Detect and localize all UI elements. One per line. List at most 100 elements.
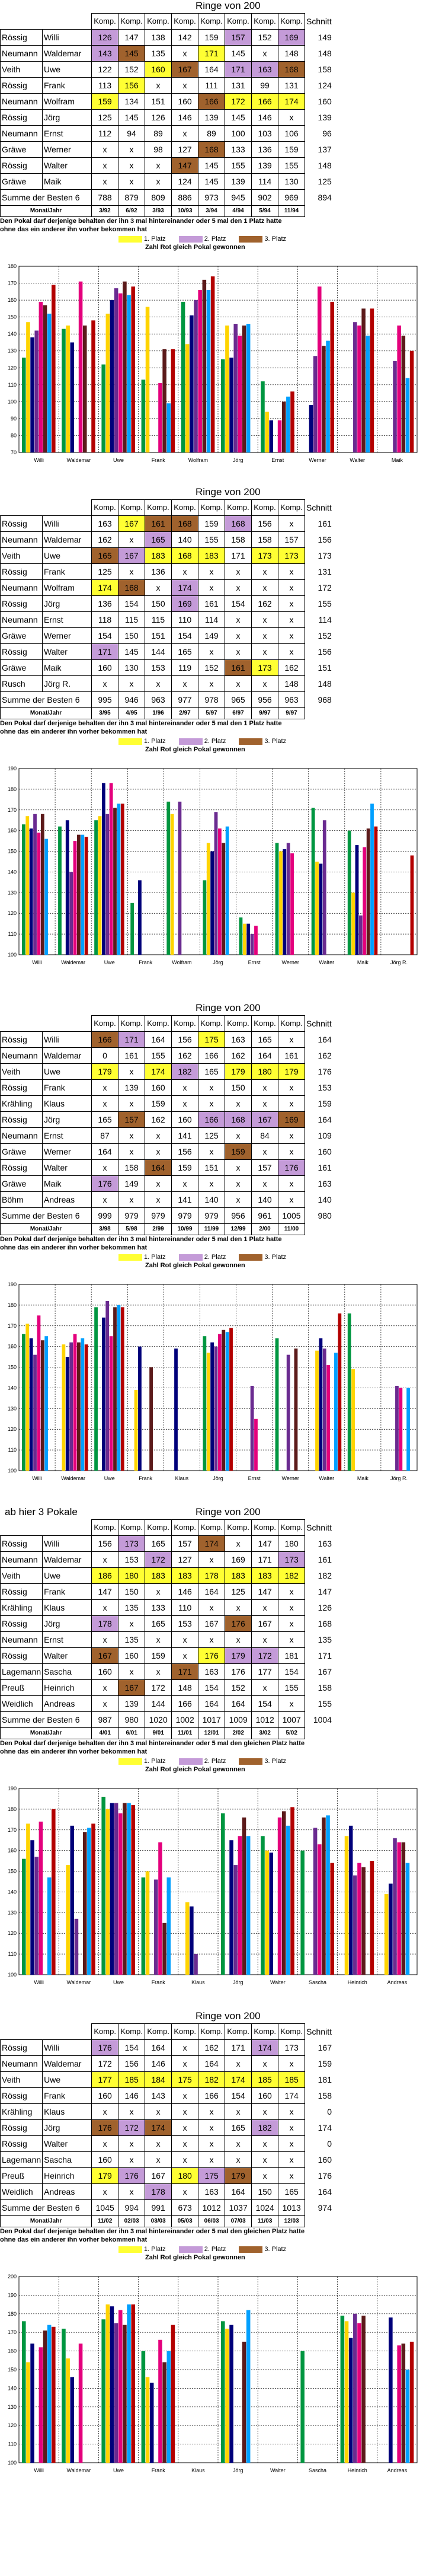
average-cell: 131: [318, 567, 332, 576]
score-cell: x: [278, 2167, 306, 2184]
score-cell: 147: [251, 1583, 279, 1600]
average-cell: 126: [318, 1603, 332, 1612]
bar: [269, 420, 274, 452]
bar: [81, 834, 85, 955]
score-cell: 145: [225, 45, 252, 62]
score-cell: 176: [225, 1615, 252, 1632]
first-name-cell: Ernst: [42, 1631, 92, 1648]
table-row: Rössig Jörg 165 157 162 160 166 168 167 169 164: [0, 1111, 334, 1128]
score-cell: 182: [251, 2119, 279, 2136]
score-cell: 183: [225, 1567, 252, 1584]
date-cell: 5/98: [118, 1223, 145, 1235]
bar: [221, 1813, 225, 1975]
last-name-cell: Rössig: [0, 1583, 43, 1600]
average-cell: 148: [318, 49, 332, 58]
y-tick-label: 180: [8, 263, 17, 269]
average-cell: 158: [318, 65, 332, 74]
bar: [357, 1863, 361, 1975]
bar: [286, 1354, 290, 1471]
bar: [131, 2304, 135, 2463]
score-cell: 152: [198, 659, 225, 676]
bar-chart: 70 80 90 100 110 120 130 140 150 160 170 180 Willi Wa…: [0, 259, 423, 473]
y-tick-label: 150: [8, 1869, 17, 1874]
score-cell: x: [145, 1663, 172, 1680]
table-row: Rössig Walter 167 160 159 x 176 179 172 181 171: [0, 1647, 334, 1664]
score-cell: 145: [198, 157, 225, 174]
sum-cell: 999: [91, 1207, 118, 1224]
bar: [101, 364, 105, 452]
sum-cell: 1045: [91, 2199, 119, 2216]
score-cell: 161: [198, 595, 225, 612]
score-cell: 159: [225, 1143, 252, 1160]
bar: [22, 1334, 25, 1471]
score-cell: 139: [198, 109, 225, 126]
bar: [120, 1307, 124, 1471]
score-cell: 165: [91, 1111, 118, 1128]
score-cell: 160: [171, 93, 198, 110]
legend-item: 1. Platz: [118, 1254, 166, 1261]
bar: [229, 1328, 233, 1471]
average-header: Schnitt: [306, 2027, 332, 2036]
bar: [214, 812, 218, 955]
first-name-cell: Frank: [42, 1583, 92, 1600]
bar: [294, 1348, 298, 1471]
sum-cell: 1007: [278, 1711, 306, 1728]
trophy-note: Zahl Rot gleich Pokal gewonnen: [145, 2254, 245, 2261]
date-row: Monat/Jahr 3/92 6/92 3/93 10/93 3/94 4/94 5/94 1…: [0, 205, 334, 217]
bar: [101, 2319, 105, 2463]
sum-row: Summe der Besten 6 1045 994 991 673 1012 1037 1…: [0, 2199, 334, 2216]
bar: [353, 1875, 357, 1975]
bar: [389, 2317, 393, 2463]
bar: [190, 315, 194, 452]
score-cell: 172: [118, 2119, 146, 2136]
date-cell: 10/99: [171, 1223, 198, 1235]
score-cell: 158: [225, 531, 252, 548]
score-cell: x: [171, 2119, 199, 2136]
score-cell: 119: [171, 659, 198, 676]
bar: [319, 1338, 323, 1471]
average-cell: 148: [318, 161, 332, 170]
bar: [313, 356, 318, 452]
bar: [410, 855, 414, 955]
sum-label: Summe der Besten 6: [0, 1207, 92, 1224]
score-cell: x: [91, 1551, 119, 1568]
score-cell: x: [225, 643, 252, 660]
score-cell: x: [91, 1191, 118, 1208]
score-cell: 171: [91, 643, 118, 660]
score-cell: 179: [91, 2167, 119, 2184]
score-cell: x: [225, 563, 252, 580]
bar: [370, 308, 374, 452]
score-cell: 173: [251, 547, 278, 564]
score-cell: x: [251, 1175, 278, 1192]
sum-cell: 965: [225, 691, 252, 708]
sum-cell: 980: [118, 1711, 146, 1728]
score-cell: x: [198, 2103, 226, 2120]
last-name-cell: Neumann: [0, 579, 43, 596]
first-name-cell: Jörg: [42, 1615, 92, 1632]
table-row: Rössig Willi 176 154 164 x 162 171 174 173 167: [0, 2039, 334, 2056]
score-cell: 164: [251, 1047, 278, 1064]
score-cell: 175: [198, 2167, 226, 2184]
bar: [82, 325, 87, 452]
score-cell: 166: [91, 1031, 118, 1048]
bar: [141, 380, 146, 452]
bar: [370, 1861, 374, 1975]
bar: [109, 1336, 113, 1471]
column-header: Komp.: [118, 1015, 145, 1032]
bar: [347, 1313, 351, 1471]
x-tick-label: Walter: [319, 959, 334, 965]
score-cell: 156: [118, 77, 145, 94]
legend-swatch: [118, 235, 142, 243]
column-header: Komp.: [171, 499, 198, 516]
score-cell: 167: [118, 1679, 146, 1696]
average-cell: 148: [318, 679, 332, 688]
score-cell: 110: [171, 1599, 199, 1616]
results-table: Komp. Komp. Komp. Komp. Komp. Komp. Komp. Komp.…: [0, 1015, 334, 1235]
score-cell: 179: [278, 1063, 305, 1080]
first-name-cell: Frank: [42, 563, 92, 580]
sum-label: Summe der Besten 6: [0, 691, 92, 708]
bar: [326, 340, 330, 452]
sum-cell: 979: [198, 1207, 225, 1224]
bar: [311, 808, 315, 955]
bar: [254, 1418, 258, 1471]
